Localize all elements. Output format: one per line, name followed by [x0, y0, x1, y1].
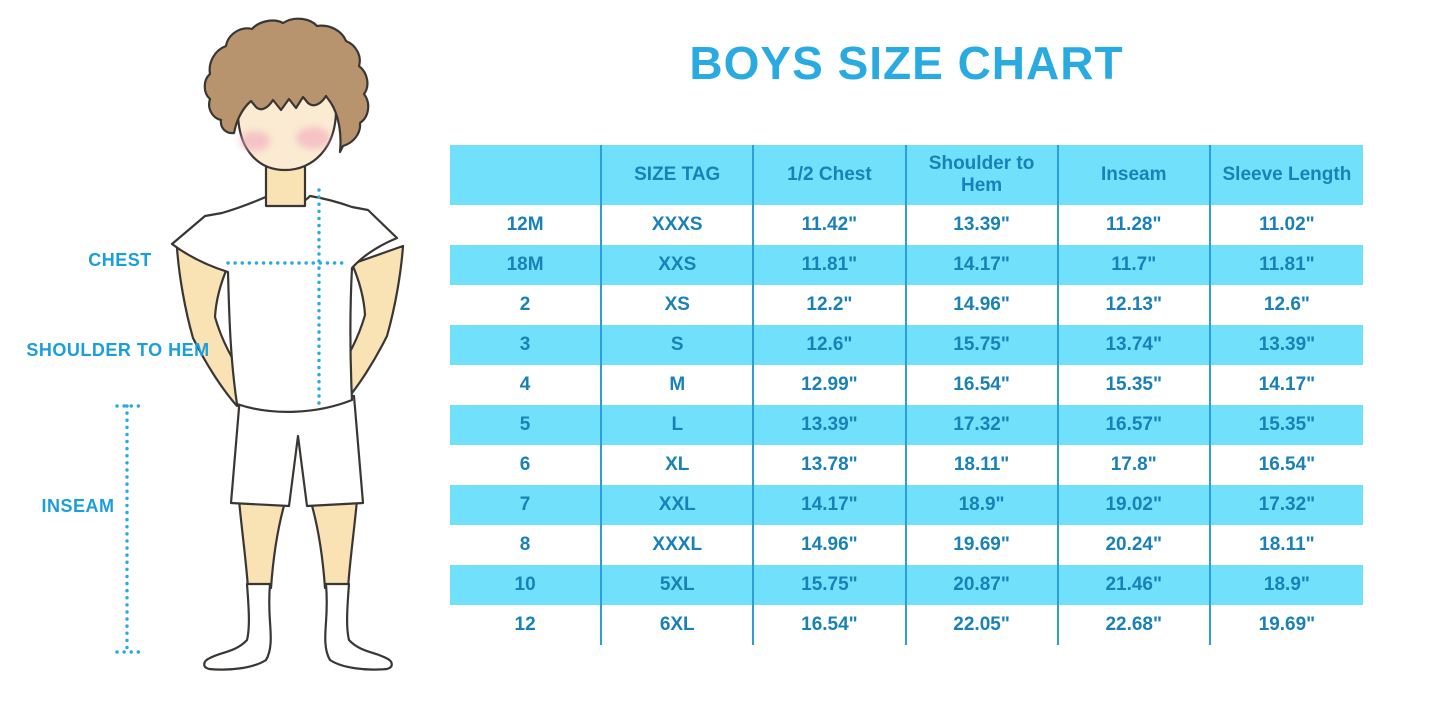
- table-cell: 11.02": [1210, 205, 1363, 245]
- table-cell: 21.46": [1058, 565, 1211, 605]
- table-cell: 6: [450, 445, 603, 485]
- table-cell: 4: [450, 365, 603, 405]
- boy-shorts: [229, 394, 365, 508]
- table-cell: 2: [450, 285, 603, 325]
- table-cell: 12.13": [1058, 285, 1211, 325]
- header-cell: Shoulder to Hem: [906, 145, 1059, 205]
- table-cell: 16.54": [754, 605, 907, 645]
- size-table: SIZE TAG 1/2 Chest Shoulder to Hem Inseam Sl…: [450, 145, 1363, 645]
- table-cell: 13.78": [754, 445, 907, 485]
- table-cell: 11.81": [754, 245, 907, 285]
- table-cell: 13.74": [1058, 325, 1211, 365]
- table-cell: XXXS: [602, 205, 755, 245]
- table-cell: XXXL: [602, 525, 755, 565]
- table-cell: S: [602, 325, 755, 365]
- table-cell: 8: [450, 525, 603, 565]
- header-cell: Inseam: [1058, 145, 1211, 205]
- table-cell: 18M: [450, 245, 603, 285]
- table-cell: 14.17": [1210, 365, 1363, 405]
- table-cell: 11.42": [754, 205, 907, 245]
- table-cell: 19.69": [906, 525, 1059, 565]
- boy-right-sock: [324, 582, 393, 671]
- header-cell: [450, 145, 603, 205]
- table-cell: L: [602, 405, 755, 445]
- boy-right-cheek: [296, 127, 330, 149]
- inseam-label: INSEAM: [41, 496, 115, 516]
- boy-left-sock: [203, 582, 272, 671]
- table-cell: XS: [602, 285, 755, 325]
- table-cell: 17.8": [1058, 445, 1211, 485]
- table-cell: 15.35": [1058, 365, 1211, 405]
- boy-hair: [203, 17, 370, 154]
- table-cell: 19.69": [1210, 605, 1363, 645]
- table-cell: 14.96": [754, 525, 907, 565]
- page-title: BOYS SIZE CHART: [689, 37, 1124, 89]
- table-cell: 19.02": [1058, 485, 1211, 525]
- table-cell: 15.75": [754, 565, 907, 605]
- table-cell: 16.57": [1058, 405, 1211, 445]
- table-cell: 11.7": [1058, 245, 1211, 285]
- table-cell: 11.81": [1210, 245, 1363, 285]
- boy-right-leg: [309, 498, 359, 590]
- table-cell: 18.9": [1210, 565, 1363, 605]
- table-cell: 18.11": [906, 445, 1059, 485]
- table-cell: 16.54": [1210, 445, 1363, 485]
- table-cell: 14.96": [906, 285, 1059, 325]
- table-cell: 12.6": [754, 325, 907, 365]
- table-cell: 20.87": [906, 565, 1059, 605]
- table-cell: 13.39": [754, 405, 907, 445]
- table-cell: 13.39": [906, 205, 1059, 245]
- table-cell: 12.2": [754, 285, 907, 325]
- table-cell: 5: [450, 405, 603, 445]
- table-cell: 16.54": [906, 365, 1059, 405]
- table-cell: 18.9": [906, 485, 1059, 525]
- table-cell: 22.68": [1058, 605, 1211, 645]
- table-cell: 18.11": [1210, 525, 1363, 565]
- table-cell: M: [602, 365, 755, 405]
- table-cell: 15.35": [1210, 405, 1363, 445]
- header-cell: 1/2 Chest: [754, 145, 907, 205]
- boy-left-cheek: [240, 131, 270, 151]
- table-cell: 13.39": [1210, 325, 1363, 365]
- table-cell: 6XL: [602, 605, 755, 645]
- table-cell: 12: [450, 605, 603, 645]
- chest-label: CHEST: [88, 250, 152, 270]
- table-cell: XXL: [602, 485, 755, 525]
- table-cell: 14.17": [906, 245, 1059, 285]
- table-cell: 5XL: [602, 565, 755, 605]
- table-cell: 12.99": [754, 365, 907, 405]
- table-cell: XXS: [602, 245, 755, 285]
- table-cell: 20.24": [1058, 525, 1211, 565]
- table-cell: 15.75": [906, 325, 1059, 365]
- table-cell: 22.05": [906, 605, 1059, 645]
- table-cell: 12M: [450, 205, 603, 245]
- boy-shirt: [170, 194, 399, 413]
- table-cell: 7: [450, 485, 603, 525]
- shoulder-to-hem-label: SHOULDER TO HEM: [26, 340, 210, 360]
- table-cell: 17.32": [1210, 485, 1363, 525]
- header-cell: Sleeve Length: [1210, 145, 1363, 205]
- boy-left-leg: [237, 498, 287, 590]
- table-cell: 12.6": [1210, 285, 1363, 325]
- header-cell: SIZE TAG: [602, 145, 755, 205]
- table-cell: 17.32": [906, 405, 1059, 445]
- table-cell: 11.28": [1058, 205, 1211, 245]
- boy-measurement-illustration: [115, 17, 405, 671]
- table-cell: 10: [450, 565, 603, 605]
- table-cell: 14.17": [754, 485, 907, 525]
- table-cell: 3: [450, 325, 603, 365]
- table-cell: XL: [602, 445, 755, 485]
